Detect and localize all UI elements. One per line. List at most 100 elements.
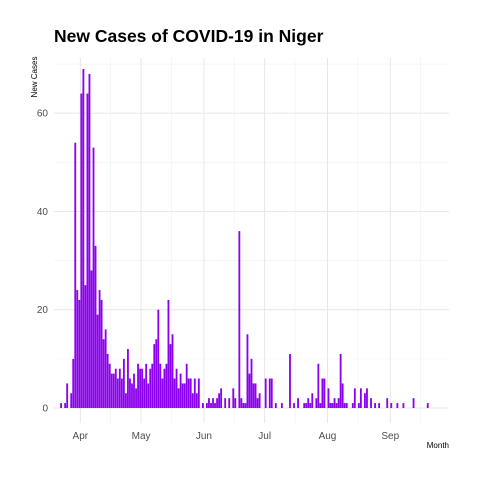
x-tick-label: Apr	[73, 431, 89, 442]
bar	[343, 403, 346, 408]
bar	[341, 383, 344, 408]
bar	[175, 368, 178, 408]
bar	[396, 403, 399, 408]
bar	[386, 398, 389, 408]
bar	[74, 142, 77, 408]
bar	[86, 93, 89, 408]
bar-series	[60, 69, 429, 409]
bar	[374, 403, 376, 408]
bar	[189, 378, 192, 408]
bar	[173, 378, 176, 408]
bar	[94, 245, 97, 408]
bar	[177, 388, 180, 408]
bar	[187, 378, 190, 408]
bar	[335, 403, 338, 408]
bar	[66, 383, 69, 408]
bar	[206, 403, 208, 408]
bar	[120, 378, 123, 408]
bar	[364, 393, 366, 408]
bar	[197, 378, 200, 408]
bar	[216, 398, 218, 408]
bar	[359, 388, 362, 408]
bar	[163, 368, 166, 408]
bar	[240, 398, 243, 408]
bar	[351, 403, 354, 408]
bar	[218, 393, 221, 408]
bar	[268, 378, 271, 408]
x-axis-ticks: Apr May Jun Jul Aug Sep	[73, 431, 400, 442]
bar	[280, 403, 283, 408]
bar	[329, 403, 332, 408]
bar	[151, 363, 154, 408]
bar	[248, 373, 251, 408]
bar	[214, 403, 216, 408]
bar	[92, 147, 95, 408]
bar	[141, 368, 144, 408]
bar	[370, 398, 372, 408]
bar	[116, 378, 119, 408]
bar	[76, 290, 79, 408]
bar	[147, 383, 150, 408]
bar	[96, 314, 99, 408]
bar	[193, 378, 196, 408]
y-axis-ticks: 0 20 40 60	[37, 109, 49, 415]
bar	[165, 363, 168, 408]
bar	[131, 383, 133, 408]
bar	[390, 403, 393, 408]
bar	[108, 363, 111, 408]
bar	[321, 378, 324, 408]
bar	[195, 393, 198, 408]
bar	[90, 270, 93, 408]
bar	[317, 363, 320, 408]
bar	[80, 93, 83, 408]
y-tick-label: 20	[37, 305, 49, 316]
bar	[256, 398, 259, 408]
bar	[315, 398, 318, 408]
y-tick-label: 0	[42, 404, 48, 415]
x-tick-label: Sep	[381, 431, 399, 442]
bar	[82, 69, 85, 408]
bar	[161, 378, 164, 408]
y-axis-title: New Cases	[30, 57, 39, 98]
bar	[293, 403, 295, 408]
bar	[127, 349, 129, 408]
bar	[232, 388, 235, 408]
bar	[104, 329, 107, 408]
y-tick-label: 40	[37, 207, 49, 218]
chart-title: New Cases of COVID-19 in Niger	[54, 26, 324, 46]
bar	[244, 403, 247, 408]
bar	[337, 398, 340, 408]
bar	[72, 358, 75, 408]
bar	[353, 388, 356, 408]
bar	[78, 299, 81, 408]
bar	[264, 378, 267, 408]
bar	[191, 393, 194, 408]
bar	[331, 403, 334, 408]
bar	[124, 393, 127, 408]
bar	[357, 403, 360, 408]
bar	[183, 383, 186, 408]
bar	[70, 393, 73, 408]
bar	[339, 353, 342, 408]
bar	[159, 363, 162, 408]
bar	[311, 393, 314, 408]
bar	[224, 398, 227, 408]
bar	[171, 334, 174, 408]
bar	[122, 358, 125, 408]
bar	[88, 73, 91, 409]
bar	[133, 373, 135, 408]
bar	[289, 353, 291, 408]
bar	[305, 403, 308, 408]
bar	[208, 398, 210, 408]
bar	[100, 299, 103, 408]
bar	[242, 403, 245, 408]
bar	[323, 378, 326, 408]
bar	[135, 388, 137, 408]
bar	[153, 344, 156, 408]
bar	[169, 344, 172, 408]
bar	[139, 368, 142, 408]
bar	[112, 373, 115, 408]
bar	[333, 398, 336, 408]
bar	[102, 339, 105, 408]
bar	[84, 285, 87, 408]
